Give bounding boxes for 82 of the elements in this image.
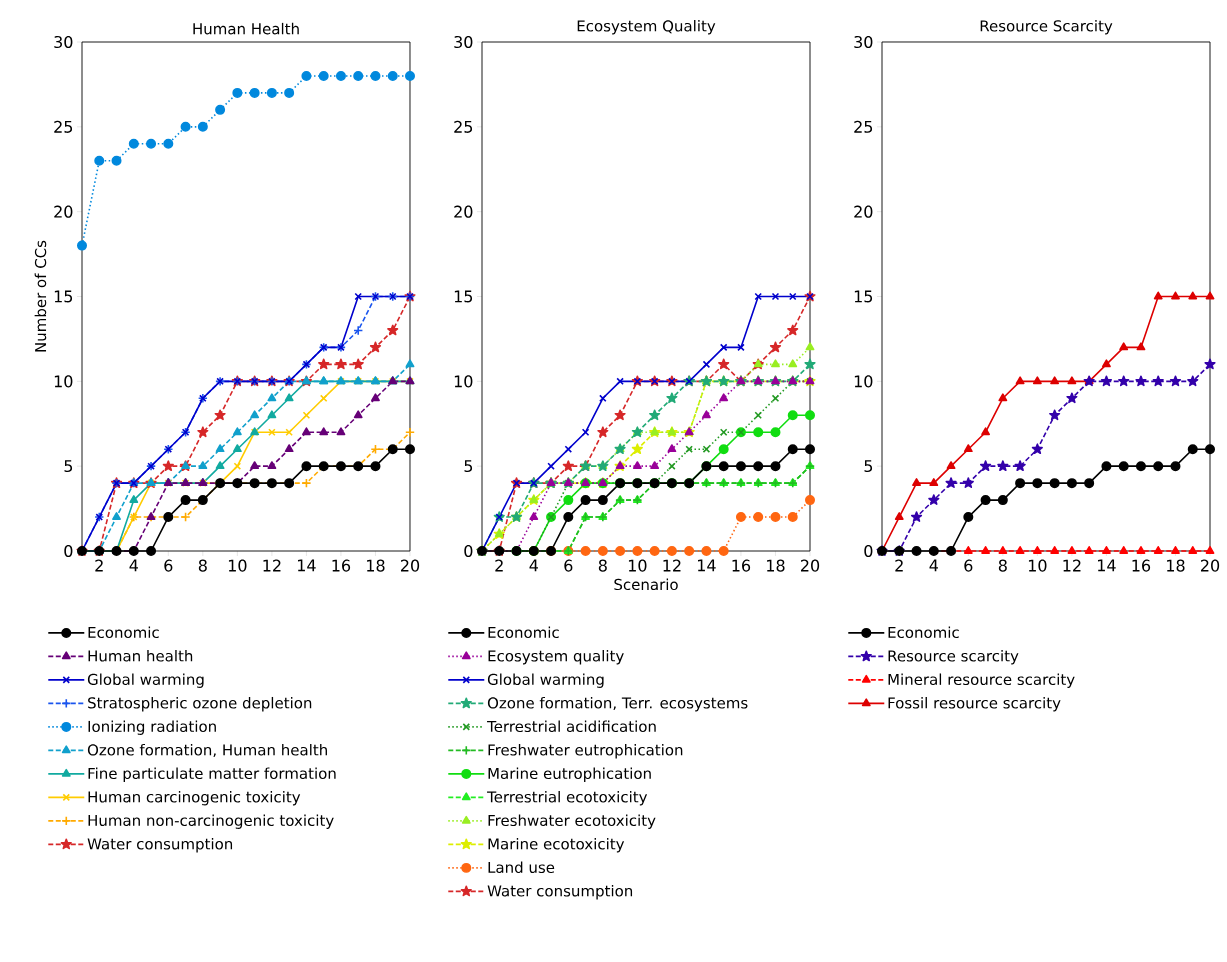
x-tick-label: 20: [1201, 559, 1220, 572]
y-tick-label: 30: [54, 35, 73, 49]
x-axis-title: Scenario: [614, 578, 678, 591]
legend-label: Human non-carcinogenic toxicity: [88, 814, 334, 829]
y-tick-label: 0: [864, 544, 873, 558]
legend-label: Terrestrial acidification: [487, 720, 656, 733]
legend-label: Economic: [888, 626, 959, 639]
legend-label: Global warming: [87, 673, 204, 688]
legend-label: Water consumption: [87, 837, 233, 853]
x-tick-label: 8: [998, 559, 1007, 572]
legend-label: Economic: [88, 626, 159, 639]
legend-label: Human health: [88, 649, 193, 662]
x-tick-label: 18: [1167, 559, 1185, 572]
y-tick-label: 25: [54, 120, 73, 133]
legend-label: Terrestrial ecotoxicity: [487, 790, 648, 806]
legend-label: Marine ecotoxicity: [488, 837, 625, 853]
chart-title: Ecosystem Quality: [577, 19, 716, 35]
y-tick-label: 25: [854, 120, 873, 133]
y-tick-label: 20: [854, 205, 873, 218]
x-tick-label: 10: [1028, 559, 1047, 572]
x-tick-label: 14: [698, 559, 716, 572]
legend-label: Marine eutrophication: [488, 767, 651, 782]
legend-label: Mineral resource scarcity: [888, 673, 1075, 688]
y-tick-label: 5: [864, 460, 873, 473]
x-tick-label: 10: [228, 559, 247, 572]
x-tick-label: 12: [1063, 559, 1081, 572]
x-tick-label: 12: [663, 559, 681, 572]
x-tick-label: 8: [198, 559, 207, 572]
x-tick-label: 14: [1098, 559, 1116, 572]
y-tick-label: 25: [454, 120, 473, 133]
legend-label: Water consumption: [487, 884, 633, 900]
legend-label: Ozone formation, Terr. ecosystems: [487, 696, 748, 712]
chart-title: Resource Scarcity: [980, 19, 1113, 35]
x-tick-label: 20: [401, 559, 420, 572]
legend-label: Ecosystem quality: [488, 649, 624, 665]
y-tick-label: 10: [54, 375, 73, 388]
x-tick-label: 16: [332, 559, 351, 572]
x-tick-label: 6: [964, 559, 973, 572]
y-tick-label: 10: [854, 375, 873, 388]
chart-title: Human Health: [193, 22, 299, 35]
legend-label: Freshwater ecotoxicity: [488, 814, 656, 829]
x-tick-label: 6: [564, 559, 573, 572]
x-tick-label: 20: [801, 559, 820, 572]
y-axis-title: Number of CCs: [34, 240, 47, 352]
x-tick-label: 14: [298, 559, 316, 572]
x-tick-label: 2: [495, 559, 503, 572]
x-tick-label: 4: [929, 559, 938, 572]
legend-label: Ionizing radiation: [88, 720, 216, 735]
x-tick-label: 6: [164, 559, 173, 572]
y-tick-label: 0: [464, 544, 473, 558]
y-tick-label: 15: [54, 290, 73, 303]
x-tick-label: 16: [732, 559, 751, 572]
legend-label: Fine particulate matter formation: [88, 767, 336, 782]
x-tick-label: 2: [895, 559, 903, 572]
legend-label: Stratospheric ozone depletion: [88, 696, 312, 712]
y-tick-label: 20: [54, 205, 73, 218]
x-tick-label: 2: [95, 559, 103, 572]
y-tick-label: 15: [454, 290, 473, 303]
y-tick-label: 5: [64, 460, 73, 473]
x-tick-label: 16: [1132, 559, 1151, 572]
x-tick-label: 4: [129, 559, 138, 572]
x-tick-label: 4: [529, 559, 538, 572]
legend-label: Human carcinogenic toxicity: [88, 790, 301, 806]
x-tick-label: 8: [598, 559, 607, 572]
x-tick-label: 18: [367, 559, 385, 572]
x-tick-label: 12: [263, 559, 281, 572]
legend-label: Resource scarcity: [888, 649, 1019, 665]
legend-label: Ozone formation, Human health: [87, 743, 327, 758]
legend-label: Freshwater eutrophication: [488, 743, 683, 759]
x-tick-label: 18: [767, 559, 785, 572]
y-tick-label: 5: [464, 460, 473, 473]
y-tick-label: 30: [854, 35, 873, 49]
y-tick-label: 30: [454, 35, 473, 49]
legend-label: Global warming: [487, 673, 604, 688]
legend-label: Land use: [488, 861, 555, 874]
x-tick-label: 10: [628, 559, 647, 572]
y-tick-label: 20: [454, 205, 473, 218]
legend-label: Fossil resource scarcity: [888, 696, 1061, 712]
y-tick-label: 10: [454, 375, 473, 388]
y-tick-label: 0: [64, 544, 73, 558]
y-tick-label: 15: [854, 290, 873, 303]
legend-label: Economic: [488, 626, 559, 639]
